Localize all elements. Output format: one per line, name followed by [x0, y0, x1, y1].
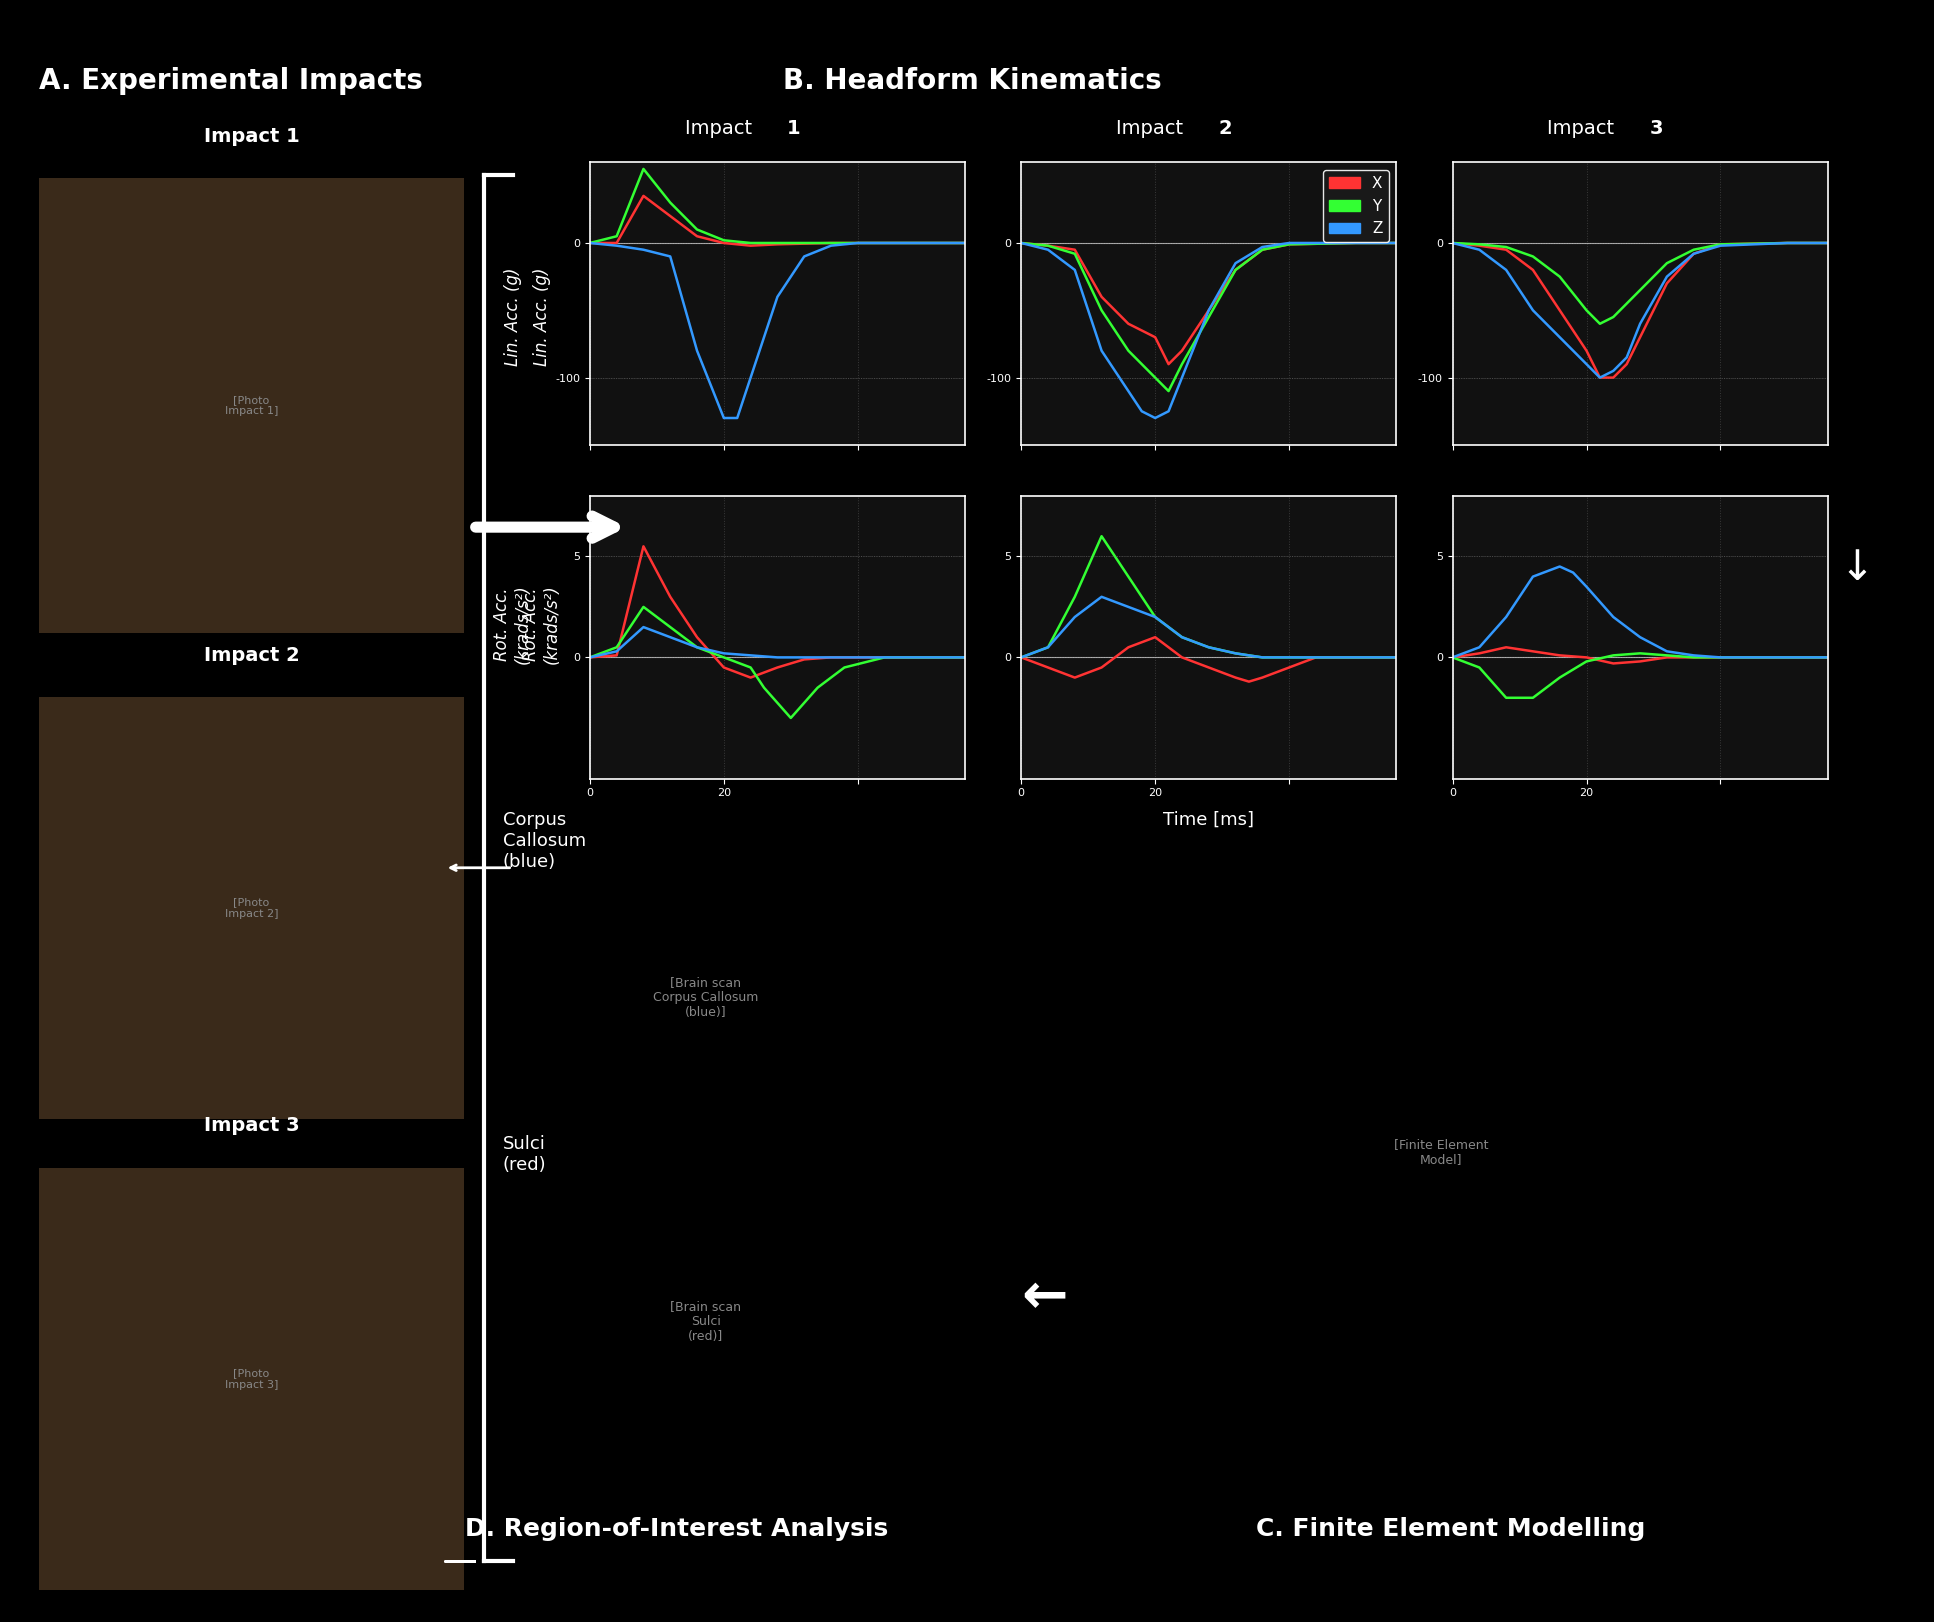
Text: [Brain scan
Corpus Callosum
(blue)]: [Brain scan Corpus Callosum (blue)] — [654, 976, 758, 1019]
Text: [Photo
Impact 1]: [Photo Impact 1] — [224, 394, 278, 417]
Text: C. Finite Element Modelling: C. Finite Element Modelling — [1255, 1517, 1646, 1541]
Text: [Photo
Impact 3]: [Photo Impact 3] — [224, 1367, 278, 1390]
Text: A. Experimental Impacts: A. Experimental Impacts — [39, 67, 422, 96]
Text: Impact 3: Impact 3 — [203, 1116, 300, 1135]
Text: B. Headform Kinematics: B. Headform Kinematics — [783, 67, 1162, 96]
Text: D. Region-of-Interest Analysis: D. Region-of-Interest Analysis — [466, 1517, 888, 1541]
Text: Impact 2: Impact 2 — [203, 646, 300, 665]
Text: Impact: Impact — [1116, 118, 1189, 138]
Text: 2: 2 — [1218, 118, 1232, 138]
Text: 3: 3 — [1650, 118, 1663, 138]
FancyBboxPatch shape — [39, 178, 464, 633]
FancyBboxPatch shape — [39, 1168, 464, 1590]
Text: 1: 1 — [787, 118, 801, 138]
Text: [Finite Element
Model]: [Finite Element Model] — [1394, 1137, 1487, 1166]
FancyBboxPatch shape — [39, 697, 464, 1119]
Legend: X, Y, Z: X, Y, Z — [1323, 170, 1389, 242]
Text: Time [ms]: Time [ms] — [1162, 811, 1255, 829]
Text: [Photo
Impact 2]: [Photo Impact 2] — [224, 897, 278, 920]
Text: Impact 1: Impact 1 — [203, 127, 300, 146]
Text: Lin. Acc. (g): Lin. Acc. (g) — [532, 268, 551, 365]
Text: Rot. Acc.
(krads/s²): Rot. Acc. (krads/s²) — [522, 584, 561, 665]
Text: Lin. Acc. (g): Lin. Acc. (g) — [503, 268, 522, 365]
Text: Rot. Acc.
(krads/s²): Rot. Acc. (krads/s²) — [493, 584, 532, 665]
Text: ↓: ↓ — [1839, 547, 1874, 589]
Text: [Brain scan
Sulci
(red)]: [Brain scan Sulci (red)] — [671, 1301, 741, 1343]
Text: Impact: Impact — [685, 118, 758, 138]
Text: Corpus
Callosum
(blue): Corpus Callosum (blue) — [503, 811, 586, 871]
Text: ←: ← — [1021, 1270, 1068, 1325]
Text: Impact: Impact — [1547, 118, 1621, 138]
Text: Sulci
(red): Sulci (red) — [503, 1135, 547, 1174]
